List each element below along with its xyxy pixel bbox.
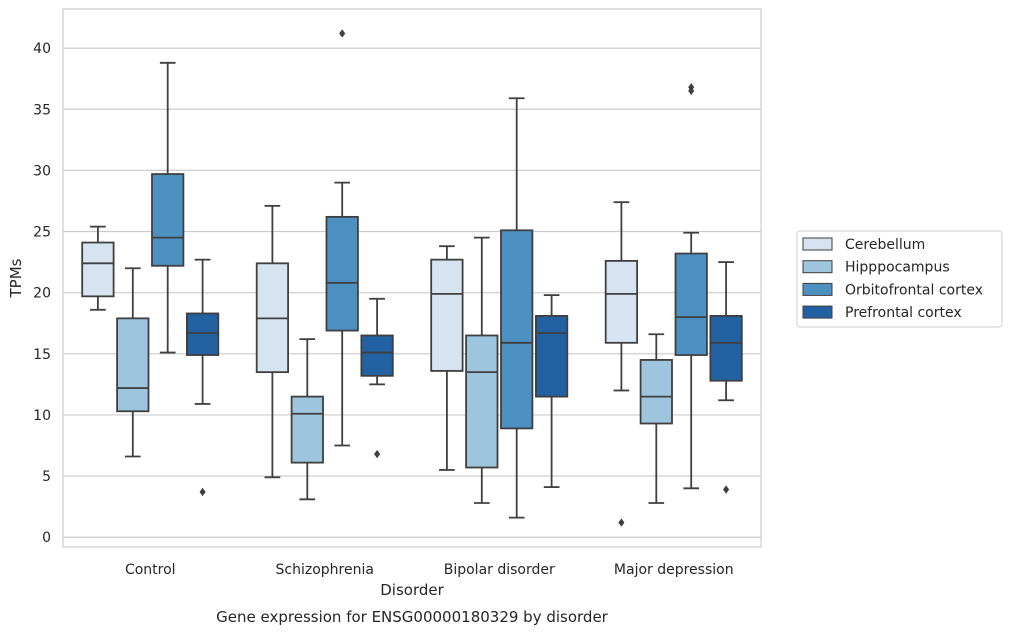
y-tick-label: 25 (33, 225, 51, 241)
box-iqr (500, 229, 534, 430)
y-tick-label: 0 (42, 530, 51, 546)
box-iqr (360, 334, 394, 377)
legend-frame (796, 230, 1003, 328)
plot-area-frame (62, 8, 762, 548)
series-group (185, 258, 743, 497)
box-plot (255, 204, 290, 479)
series-group (116, 236, 673, 504)
x-tick-label: Major depression (614, 562, 734, 578)
box-iqr (639, 359, 673, 425)
box-iqr (604, 259, 639, 344)
legend-swatch (802, 305, 833, 319)
y-tick-label: 15 (33, 347, 51, 363)
y-tick-label: 5 (42, 469, 51, 485)
legend: Cerebellum Hipppocampus Orbitofrontal cort… (796, 230, 1003, 328)
y-axis-label: TPMs (7, 258, 25, 298)
outlier-point (199, 487, 206, 497)
box-plot (325, 29, 359, 447)
box-plot (674, 83, 708, 490)
chart-caption: Gene expression for ENSG00000180329 by d… (216, 608, 609, 626)
box-plot (81, 225, 115, 311)
box-groups (81, 29, 743, 527)
x-axis-label: Disorder (380, 581, 444, 599)
box-plot (290, 338, 324, 501)
legend-swatch (802, 260, 833, 274)
x-tick-labels: Control Schizophrenia Bipolar disorder Majo… (125, 562, 734, 578)
box-plot (360, 297, 394, 459)
legend-label: Cerebellum (845, 237, 925, 253)
series-group (151, 29, 708, 519)
box-iqr (290, 395, 324, 464)
x-tick-label: Bipolar disorder (444, 562, 555, 578)
box-plot (604, 201, 639, 527)
box-iqr (709, 315, 743, 382)
box-iqr (534, 315, 569, 398)
legend-label: Prefrontal cortex (845, 305, 962, 321)
legend-label: Orbitofrontal cortex (845, 282, 983, 298)
y-tick-label: 30 (33, 163, 51, 179)
box-iqr (430, 258, 464, 372)
box-plot (639, 333, 673, 504)
legend-swatch (802, 237, 833, 251)
legend-swatch (802, 282, 833, 296)
box-iqr (465, 334, 499, 469)
y-tick-label: 10 (33, 408, 51, 424)
box-plot (465, 236, 499, 504)
outlier-point (723, 485, 730, 494)
outlier-point (688, 83, 695, 92)
outlier-point (339, 29, 346, 38)
box-iqr (81, 241, 115, 298)
box-plot (430, 245, 464, 471)
box-iqr (185, 312, 220, 356)
box-iqr (325, 215, 359, 332)
box-plot (500, 97, 534, 519)
series-group (81, 201, 639, 527)
box-iqr (151, 173, 185, 267)
box-plot (185, 258, 220, 497)
x-tick-label: Schizophrenia (276, 562, 374, 578)
box-plot (116, 267, 150, 458)
y-tick-label: 35 (33, 102, 51, 118)
x-tick-label: Control (125, 562, 176, 578)
y-tick-label: 20 (33, 286, 51, 302)
box-iqr (116, 317, 150, 413)
box-plot (151, 61, 185, 354)
box-plot (709, 261, 743, 494)
legend-label: Hipppocampus (845, 260, 950, 276)
box-plot (534, 294, 569, 488)
box-iqr (674, 252, 708, 356)
outlier-point (618, 518, 625, 527)
y-tick-label: 40 (33, 41, 51, 57)
y-tick-labels: 0 5 10 15 20 25 30 35 40 (33, 41, 51, 546)
outlier-point (374, 449, 381, 459)
